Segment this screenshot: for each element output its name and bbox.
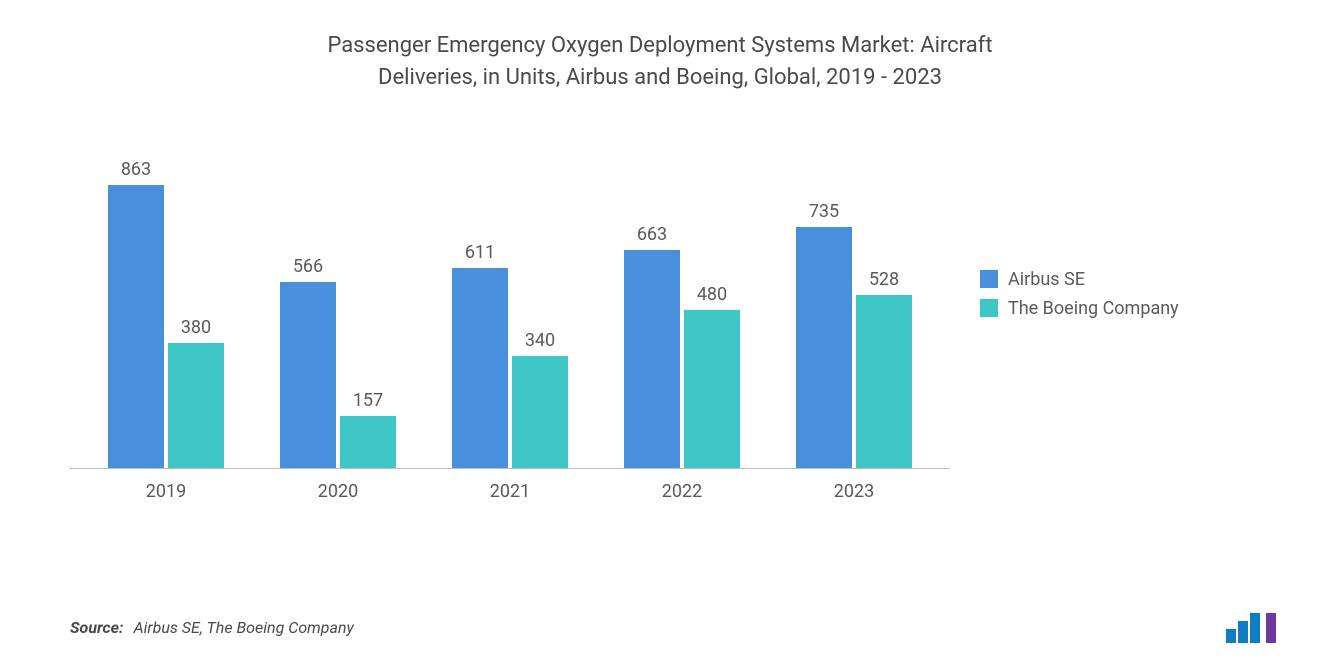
x-tick-label: 2022 bbox=[596, 473, 768, 509]
plot: 863380566157611340663480735528 201920202… bbox=[70, 174, 950, 509]
legend-item: Airbus SE bbox=[980, 269, 1179, 290]
chart-wrap: 863380566157611340663480735528 201920202… bbox=[70, 174, 1250, 509]
bar: 663 bbox=[624, 250, 680, 467]
bar-value-label: 157 bbox=[353, 390, 383, 411]
bar-value-label: 380 bbox=[181, 317, 211, 338]
bar: 735 bbox=[796, 227, 852, 468]
bar-value-label: 340 bbox=[525, 330, 555, 351]
x-tick-label: 2020 bbox=[252, 473, 424, 509]
mordor-logo-icon bbox=[1226, 611, 1282, 643]
bar: 380 bbox=[168, 343, 224, 468]
bar-value-label: 611 bbox=[465, 242, 495, 263]
bar: 611 bbox=[452, 268, 508, 468]
source-line: Source: Airbus SE, The Boeing Company bbox=[70, 618, 354, 637]
x-tick-label: 2023 bbox=[768, 473, 940, 509]
plot-area: 863380566157611340663480735528 bbox=[70, 174, 950, 469]
bar-group: 863380 bbox=[80, 174, 252, 468]
x-axis-labels: 20192020202120222023 bbox=[70, 473, 950, 509]
legend-label: The Boeing Company bbox=[1008, 298, 1179, 319]
bar: 480 bbox=[684, 310, 740, 467]
legend-label: Airbus SE bbox=[1008, 269, 1085, 290]
bar-value-label: 863 bbox=[121, 159, 151, 180]
bar-value-label: 663 bbox=[637, 224, 667, 245]
bar-value-label: 566 bbox=[293, 256, 323, 277]
source-text: Airbus SE, The Boeing Company bbox=[133, 618, 353, 637]
bar-value-label: 735 bbox=[809, 201, 839, 222]
bar-group: 735528 bbox=[768, 174, 940, 468]
x-tick-label: 2019 bbox=[80, 473, 252, 509]
legend: Airbus SE The Boeing Company bbox=[980, 174, 1179, 327]
bar: 157 bbox=[340, 416, 396, 467]
bar-value-label: 528 bbox=[869, 269, 899, 290]
bar: 863 bbox=[108, 185, 164, 468]
chart-title: Passenger Emergency Oxygen Deployment Sy… bbox=[280, 30, 1040, 94]
source-label: Source: bbox=[70, 618, 123, 637]
x-tick-label: 2021 bbox=[424, 473, 596, 509]
bar: 528 bbox=[856, 295, 912, 468]
chart-container: Passenger Emergency Oxygen Deployment Sy… bbox=[0, 0, 1320, 665]
bar-value-label: 480 bbox=[697, 284, 727, 305]
legend-swatch bbox=[980, 270, 998, 288]
bar-group: 611340 bbox=[424, 174, 596, 468]
legend-item: The Boeing Company bbox=[980, 298, 1179, 319]
bar-group: 663480 bbox=[596, 174, 768, 468]
legend-swatch bbox=[980, 299, 998, 317]
bar: 340 bbox=[512, 356, 568, 467]
bar-group: 566157 bbox=[252, 174, 424, 468]
bar: 566 bbox=[280, 282, 336, 468]
